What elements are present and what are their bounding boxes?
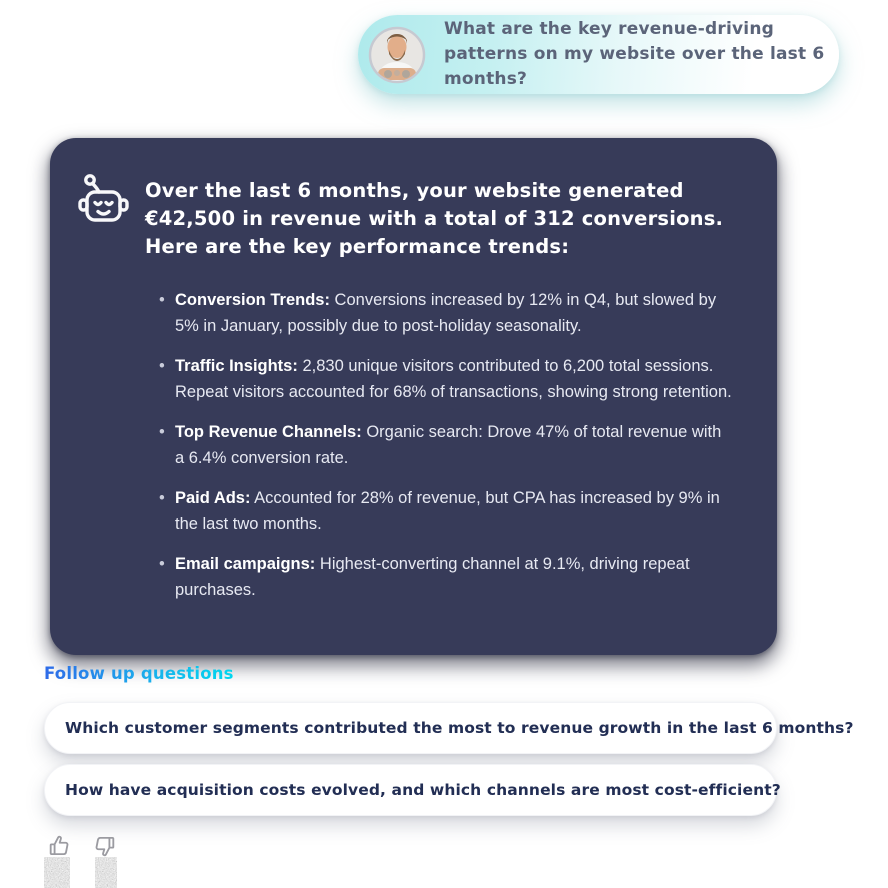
bullet-traffic-insights: Traffic Insights: 2,830 unique visitors …	[157, 353, 732, 405]
bot-response-card: Over the last 6 months, your website gen…	[50, 138, 777, 655]
bullet-text: Accounted for 28% of revenue, but CPA ha…	[175, 489, 720, 533]
noise-artifact	[44, 857, 70, 888]
bullet-text: Highest-converting channel at 9.1%, driv…	[175, 555, 690, 599]
bullet-email-campaigns: Email campaigns: Highest-converting chan…	[157, 551, 732, 603]
bullet-top-revenue-channels: Top Revenue Channels: Organic search: Dr…	[157, 419, 732, 471]
bullet-label: Traffic Insights:	[175, 357, 298, 375]
bullet-label: Conversion Trends:	[175, 291, 330, 309]
thumbs-up-button[interactable]	[47, 833, 73, 859]
followup-question-2[interactable]: How have acquisition costs evolved, and …	[44, 764, 781, 816]
followup-heading: Follow up questions	[44, 664, 234, 683]
user-message-text: What are the key revenue-driving pattern…	[444, 19, 825, 89]
user-avatar	[368, 26, 426, 83]
followup-question-1[interactable]: Which customer segments contributed the …	[44, 702, 853, 754]
bullet-conversion-trends: Conversion Trends: Conversions increased…	[157, 287, 732, 339]
bot-bullet-list: Conversion Trends: Conversions increased…	[157, 287, 735, 603]
robot-icon	[78, 174, 129, 222]
noise-artifact	[95, 857, 117, 888]
user-message-bubble: What are the key revenue-driving pattern…	[358, 15, 839, 94]
bullet-paid-ads: Paid Ads: Accounted for 28% of revenue, …	[157, 485, 732, 537]
thumbs-up-icon	[49, 835, 69, 856]
bullet-text: Conversions increased by 12% in Q4, but …	[175, 291, 717, 335]
bullet-text: Organic search: Drove 47% of total reven…	[175, 423, 722, 467]
thumbs-down-icon	[95, 836, 115, 857]
bot-intro-text: Over the last 6 months, your website gen…	[145, 179, 724, 258]
bullet-label: Email campaigns:	[175, 555, 316, 573]
bullet-label: Top Revenue Channels:	[175, 423, 362, 441]
thumbs-down-button[interactable]	[91, 833, 117, 859]
bullet-label: Paid Ads:	[175, 489, 251, 507]
bullet-text: 2,830 unique visitors contributed to 6,2…	[175, 357, 732, 401]
